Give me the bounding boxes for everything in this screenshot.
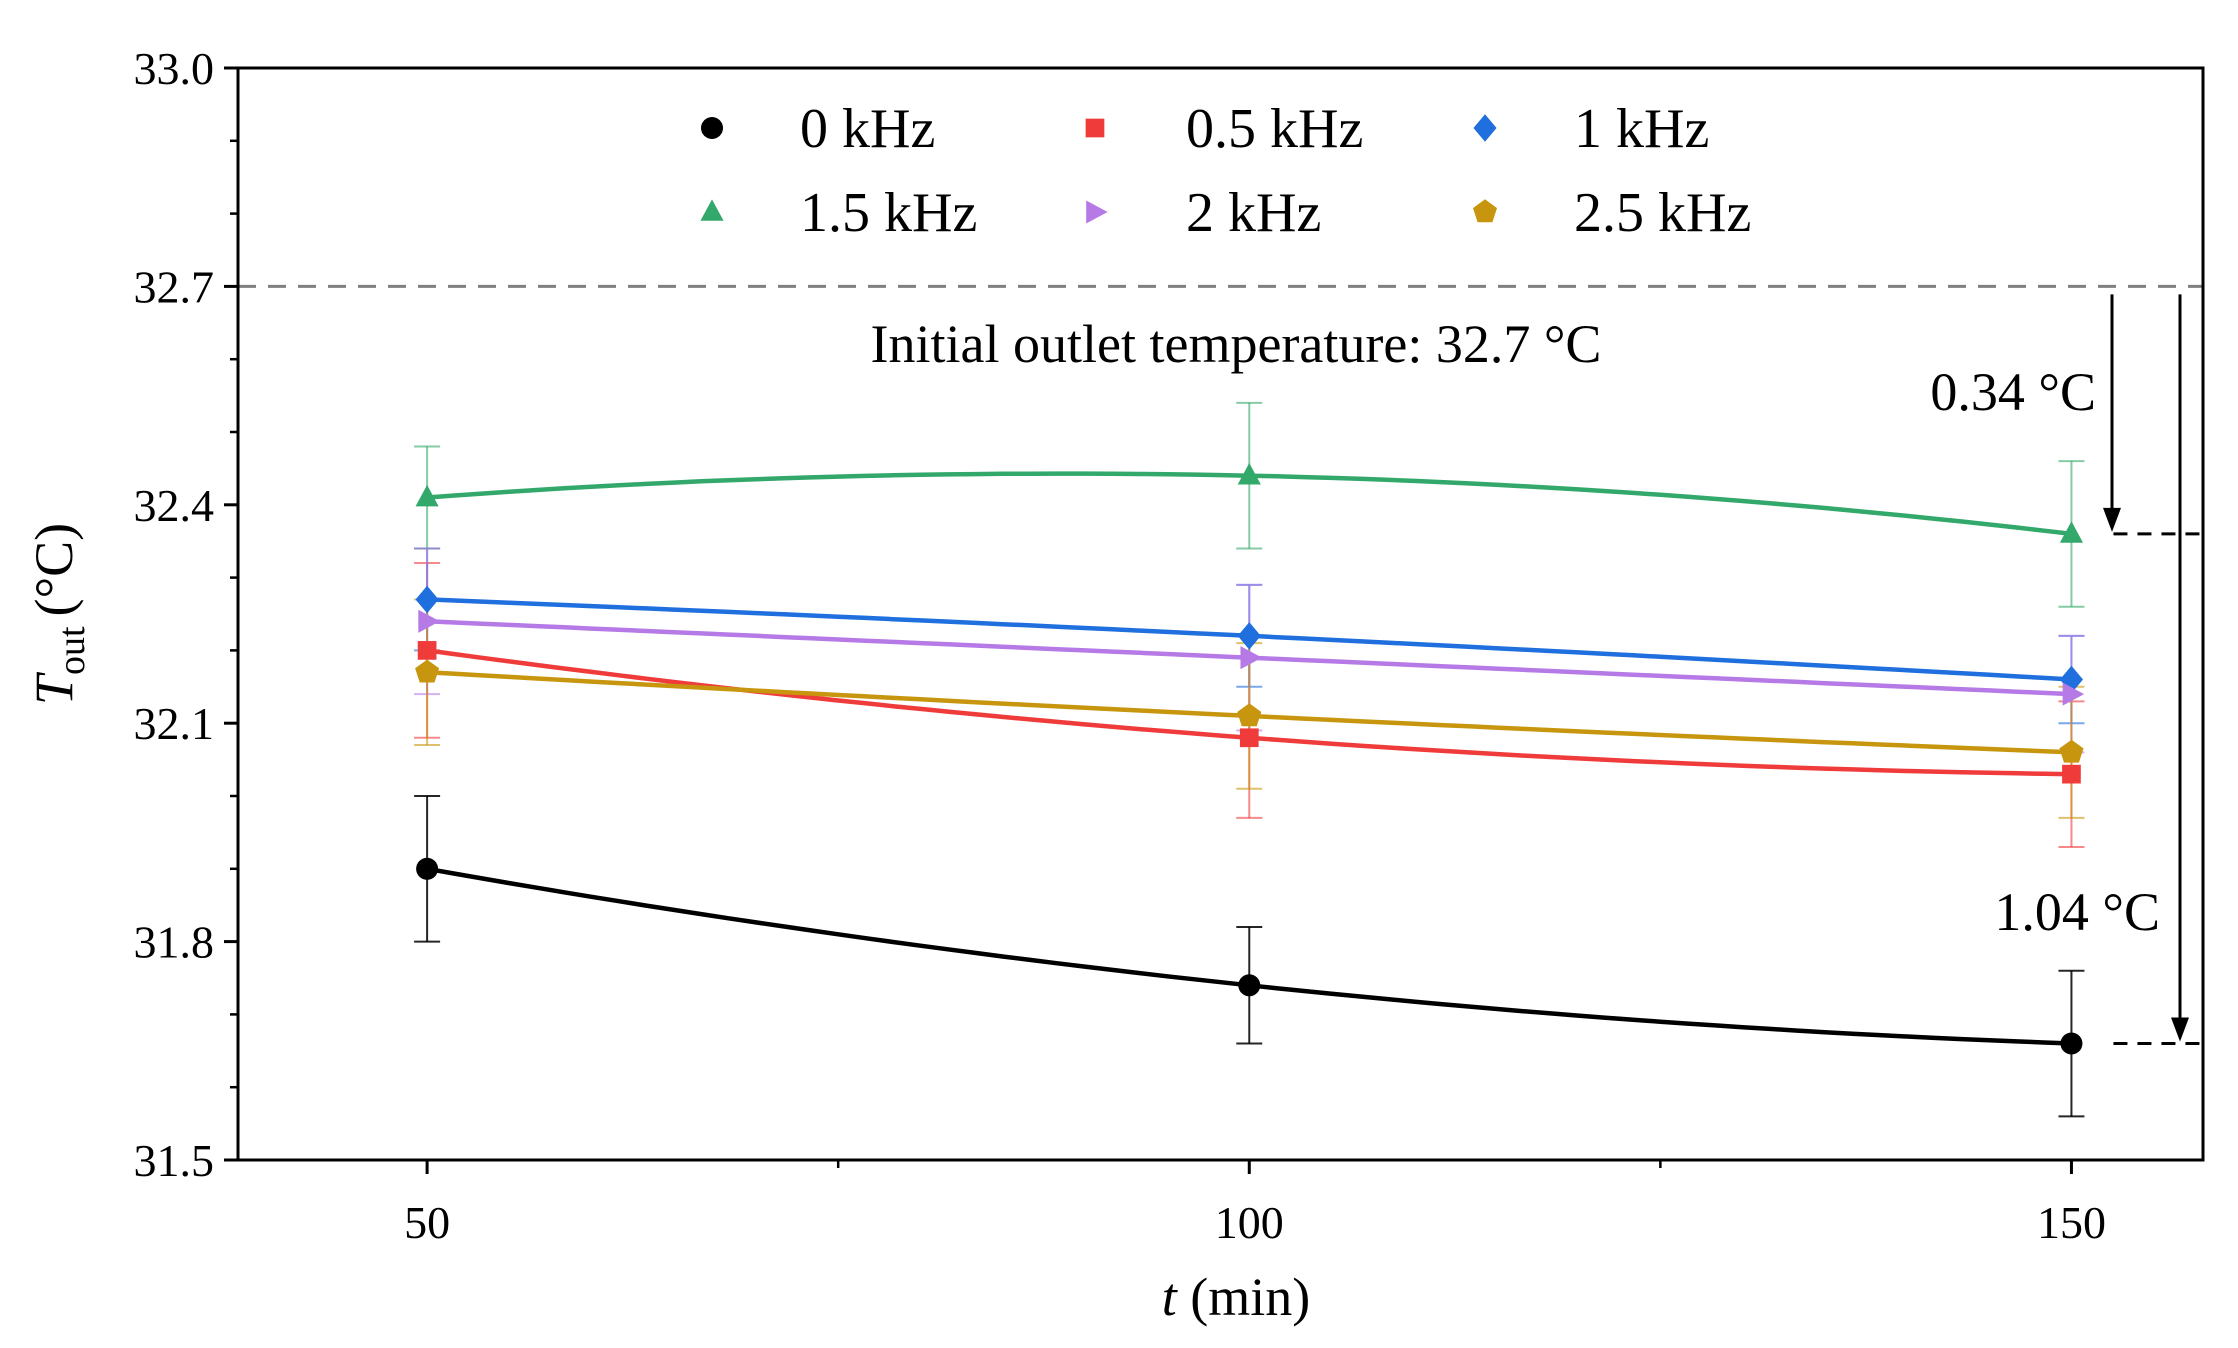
data-point (2059, 739, 2084, 763)
annotation-label: 0.34 °C (1930, 362, 2096, 422)
y-tick-label: 32.4 (134, 480, 215, 531)
y-tick-label: 32.1 (134, 698, 215, 749)
data-point (1237, 703, 1262, 727)
legend-item: 1 kHz (1473, 98, 1709, 160)
data-point (1237, 622, 1261, 650)
legend-label: 2 kHz (1186, 182, 1321, 244)
legend-label: 1 kHz (1574, 98, 1709, 160)
data-point (1237, 463, 1261, 485)
annotation-arrow-head (2103, 507, 2121, 532)
axes: 31.5 31.8 32.1 32.4 32.7 33.0 50 100 150 t (min) T… (24, 43, 2205, 1327)
legend-marker (1473, 114, 1497, 142)
legend-marker (1473, 199, 1497, 223)
data-point (417, 641, 437, 660)
x-tick-label: 150 (2037, 1197, 2106, 1248)
y-tick-label: 32.7 (134, 261, 215, 312)
y-tick-label: 31.5 (134, 1135, 215, 1186)
data-point (1238, 974, 1261, 997)
y-axis-title-unit: (°C) (24, 523, 84, 617)
y-tick-label: 33.0 (134, 43, 215, 94)
plot-frame (236, 66, 2205, 1162)
legend-label: 0.5 kHz (1186, 98, 1363, 160)
annotation-arrow-head (2171, 1017, 2189, 1042)
data-point (415, 585, 439, 614)
data-point (2060, 1032, 2083, 1055)
legend-item: 2 kHz (1086, 182, 1321, 244)
data-point (415, 659, 440, 683)
data-point (2059, 521, 2084, 543)
legend-item: 0.5 kHz (1085, 98, 1363, 160)
x-tick-label: 50 (404, 1197, 450, 1248)
data-point (415, 484, 439, 507)
legend-marker (1086, 200, 1108, 224)
x-axis-title: t (min) (1162, 1267, 1311, 1327)
reference-line-label: Initial outlet temperature: 32.7 °C (871, 314, 1602, 374)
annotation-label: 1.04 °C (1994, 882, 2160, 942)
legend-item: 0 kHz (701, 98, 935, 160)
x-tick-label: 100 (1215, 1197, 1284, 1248)
y-tick-label: 31.8 (134, 917, 215, 968)
data-point (1240, 646, 1262, 670)
y-axis-title-symbol: T (24, 671, 84, 705)
legend: 0 kHz 0.5 kHz 1 kHz 1.5 kHz 2 kHz 2.5 kHz (700, 98, 1751, 244)
data-point (2059, 665, 2084, 694)
legend-label: 2.5 kHz (1574, 182, 1751, 244)
legend-item: 2.5 kHz (1473, 182, 1751, 244)
legend-label: 0 kHz (800, 98, 935, 160)
x-axis-title-unit: (min) (1190, 1267, 1310, 1327)
y-axis-title-subscript: out (51, 626, 93, 675)
data-point (1239, 728, 1259, 748)
data-point (2062, 764, 2081, 784)
legend-marker (700, 199, 724, 221)
legend-marker (1085, 118, 1105, 138)
x-axis-title-symbol: t (1162, 1267, 1179, 1327)
annotations: 0.34 °C 1.04 °C (1930, 294, 2203, 1046)
data-point (418, 609, 440, 633)
data-point (416, 857, 439, 880)
reference-line-group: Initial outlet temperature: 32.7 °C (238, 284, 2203, 374)
data-markers (415, 463, 2085, 1055)
y-axis-title: Tout (°C) (24, 523, 93, 705)
legend-marker (701, 117, 723, 139)
legend-item: 1.5 kHz (700, 182, 977, 244)
legend-label: 1.5 kHz (800, 182, 977, 244)
data-point (2062, 682, 2085, 706)
